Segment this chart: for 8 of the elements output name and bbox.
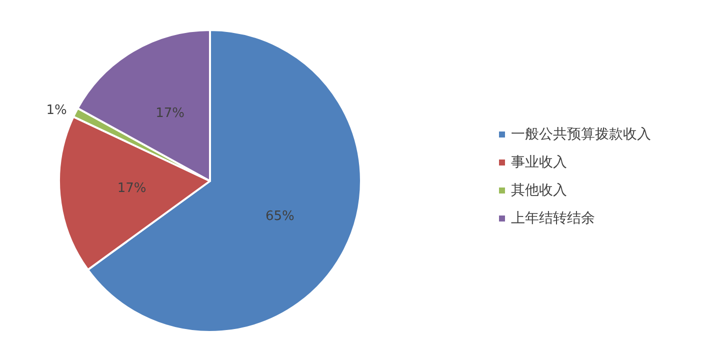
data-label: 1%: [46, 103, 67, 118]
legend-label: 其他收入: [511, 182, 567, 198]
data-label: 65%: [265, 209, 294, 224]
data-label: 17%: [117, 180, 146, 196]
data-label: 17%: [156, 106, 184, 121]
legend-label: 上年结转结余: [511, 210, 595, 226]
legend-label: 一般公共预算拨款收入: [511, 126, 651, 142]
legend-label: 事业收入: [511, 154, 567, 170]
